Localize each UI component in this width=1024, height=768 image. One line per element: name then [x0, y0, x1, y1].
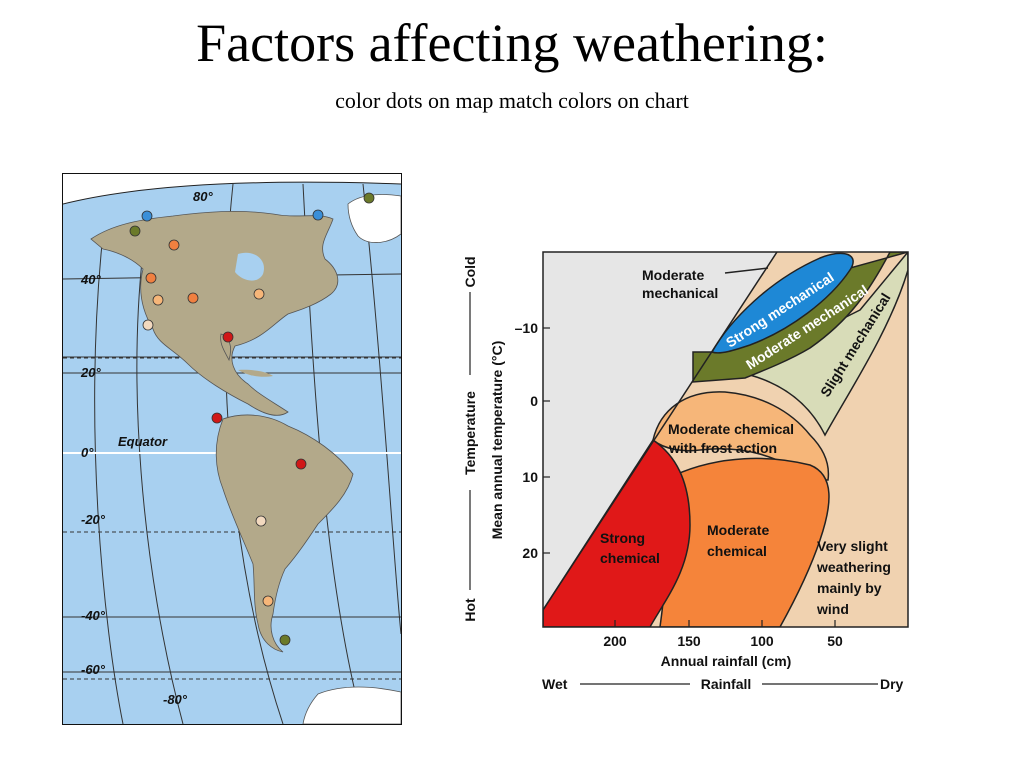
lat-80-label: 80°	[193, 189, 213, 204]
moderate-mechanical-top-label: Moderate	[642, 267, 704, 283]
americas-map: 80° 40° 20° 0° -20° -40° -60° -80° Equat…	[62, 173, 402, 725]
frost-action-label: Moderate chemical	[668, 421, 794, 437]
diagonal-boundary	[543, 252, 778, 611]
moderate-chemical-label: chemical	[707, 543, 767, 559]
map-dot	[187, 292, 199, 304]
region-strong-chemical	[543, 438, 691, 627]
map-dot	[262, 595, 274, 607]
map-dot	[222, 331, 234, 343]
map-dot	[211, 412, 223, 424]
equator-label: Equator	[118, 434, 168, 449]
temperature-scale-title: Temperature	[462, 391, 478, 475]
moderate-mechanical-top-label: mechanical	[642, 285, 718, 301]
map-dot	[253, 288, 265, 300]
very-slight-label: mainly by	[817, 580, 882, 596]
lat-0-label: 0°	[81, 445, 94, 460]
map-dot	[363, 192, 375, 204]
plot-frame	[542, 251, 909, 628]
region-strong-mechanical	[710, 252, 854, 354]
x-axis-title: Annual rainfall (cm)	[661, 653, 792, 669]
lat-neg40-label: -40°	[81, 608, 106, 623]
map-dot	[129, 225, 141, 237]
map-dot	[312, 209, 324, 221]
greenland	[347, 194, 401, 243]
lat-20-label: 20°	[80, 365, 101, 380]
map-dot	[142, 319, 154, 331]
very-slight-label: Very slight	[817, 538, 888, 554]
map-dots	[129, 192, 375, 646]
strong-chemical-label: Strong	[600, 530, 645, 546]
lat-neg20-label: -20°	[81, 512, 106, 527]
map-dot	[279, 634, 291, 646]
x-tick-label: 100	[750, 633, 774, 649]
slide-title: Factors affecting weathering:	[196, 13, 828, 73]
y-tick-label: 0	[530, 393, 538, 409]
rainfall-scale-title: Rainfall	[701, 676, 752, 692]
very-slight-label: weathering	[816, 559, 891, 575]
very-slight-label: wind	[816, 601, 849, 617]
y-tick-label: –10	[515, 320, 539, 336]
hudson-bay	[235, 252, 264, 281]
x-tick-label: 200	[603, 633, 627, 649]
map-dot	[152, 294, 164, 306]
y-tick-label: 10	[522, 469, 538, 485]
lat-neg60-label: -60°	[81, 662, 106, 677]
frost-action-label: with frost action	[668, 440, 777, 456]
map-dot	[145, 272, 157, 284]
y-tick-label: 20	[522, 545, 538, 561]
lat-40-label: 40°	[80, 272, 101, 287]
y-axis-title: Mean annual temperature (°C)	[489, 341, 505, 540]
map-dot	[168, 239, 180, 251]
slide-subtitle: color dots on map match colors on chart	[335, 88, 689, 113]
wet-label: Wet	[542, 676, 568, 692]
lat-neg80-label: -80°	[163, 692, 188, 707]
map-dot	[141, 210, 153, 222]
caribbean	[238, 369, 273, 377]
x-tick-label: 150	[677, 633, 701, 649]
label-leader	[724, 267, 769, 274]
antarctica	[302, 686, 401, 724]
cold-label: Cold	[462, 256, 478, 287]
moderate-chemical-label: Moderate	[707, 522, 769, 538]
x-ticks	[614, 620, 836, 627]
map-dot	[295, 458, 307, 470]
region-frost-action	[652, 391, 830, 481]
globe-edge	[63, 181, 401, 205]
north-america	[90, 210, 339, 416]
weathering-chart: –10 0 10 20 200 150 100 50 Annual rainfa…	[450, 240, 930, 700]
strong-chemical-label: chemical	[600, 550, 660, 566]
x-tick-label: 50	[827, 633, 843, 649]
map-dot	[255, 515, 267, 527]
dry-label: Dry	[880, 676, 904, 692]
hot-label: Hot	[462, 598, 478, 622]
south-america	[215, 414, 354, 653]
y-ticks	[543, 327, 550, 554]
